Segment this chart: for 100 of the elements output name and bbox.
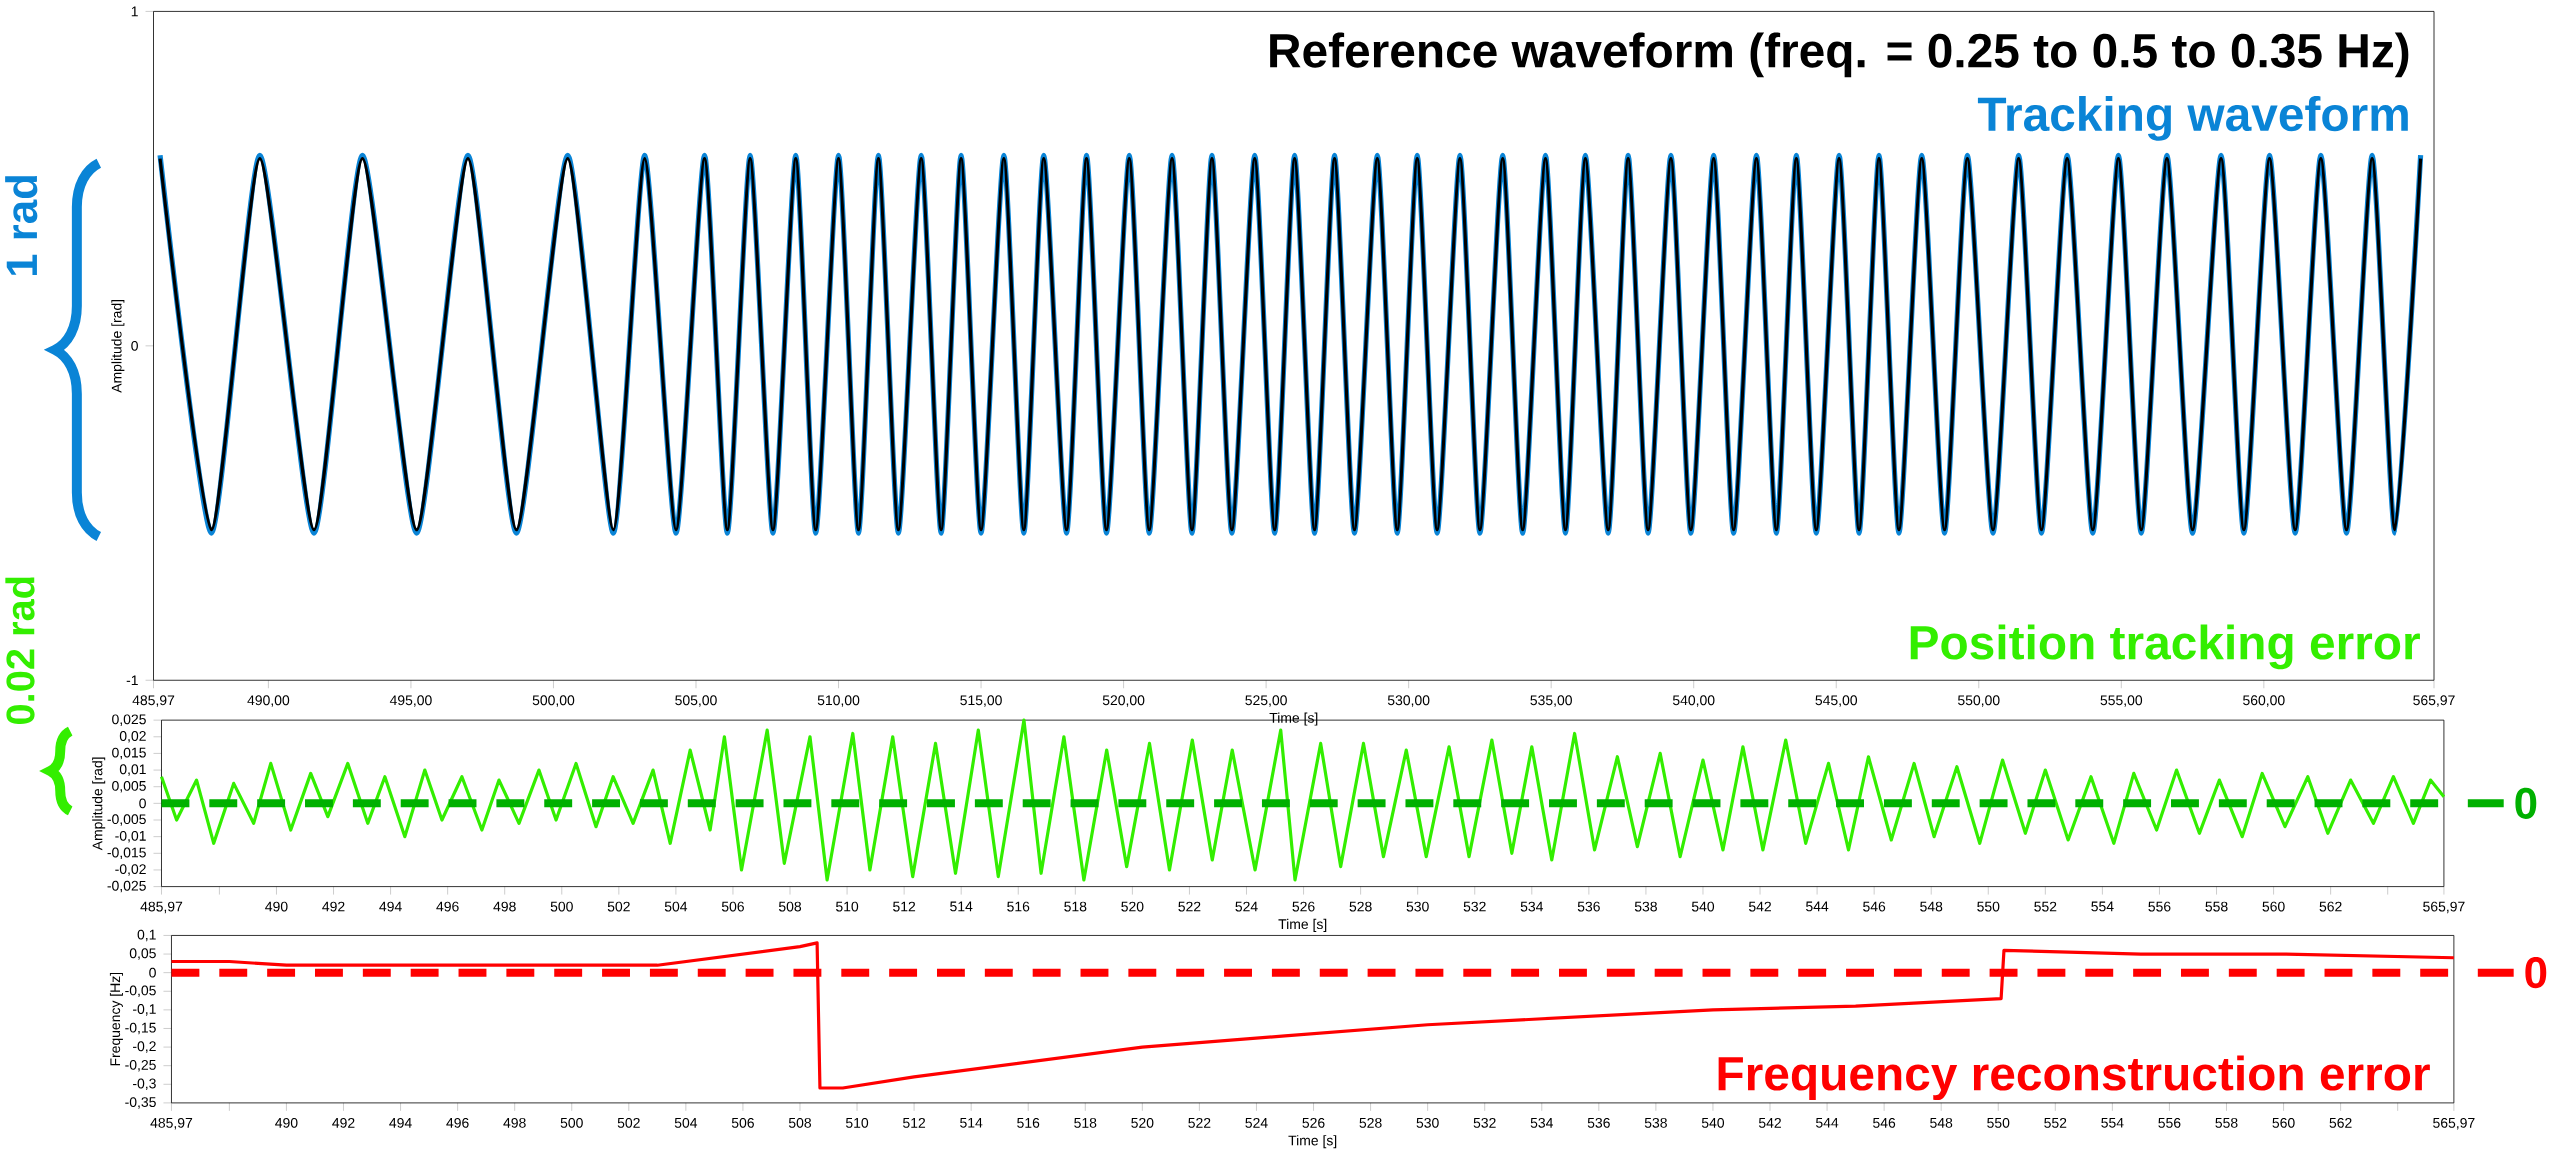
y-tick-label: 0,05 [129,948,156,960]
y-tick-label: -0,1 [133,1004,156,1016]
y-tick-label: -0,15 [125,1022,156,1035]
x-tick-label: 528 [1359,1118,1382,1128]
x-tick-label: 565,97 [2413,695,2455,707]
x-tick-label: 506 [731,1118,754,1128]
x-tick-label: 560 [2262,901,2285,912]
x-tick-label: 512 [893,901,916,912]
y-tick-label: -0,05 [125,985,156,998]
x-tick-label: 522 [1178,901,1201,912]
y-tick-label: 0,015 [112,747,146,760]
x-tick-label: 515,00 [960,695,1002,707]
text: 0.02 rad [5,577,35,725]
x-tick-label: 505,00 [675,695,717,707]
x-tick-label: 492 [322,901,345,912]
x-tick-label: 540,00 [1672,695,1715,707]
x-tick-label: 560,00 [2243,695,2285,707]
x-tick-label: 552 [2044,1118,2067,1128]
y-axis-title: Frequency [Hz] [109,972,123,1066]
y-tick-label: 0 [149,967,156,978]
x-tick-label: 558 [2215,1118,2238,1128]
x-tick-label: 538 [1634,901,1657,912]
x-tick-label: 525,00 [1245,695,1287,707]
x-tick-label: 552 [2034,901,2057,912]
x-tick-label: 540 [1701,1118,1725,1128]
x-tick-label: 535,00 [1530,695,1572,707]
y-tick-label: 0,01 [119,764,146,776]
y-tick-label: -0,25 [125,1060,156,1072]
x-tick-label: 506 [721,901,744,912]
x-tick-label: 494 [389,1118,412,1128]
x-tick-label: 554 [2101,1118,2124,1128]
y-tick-label: 0,005 [112,781,146,793]
x-tick-label: 490 [265,901,288,912]
x-tick-label: 485,97 [150,1118,193,1130]
x-tick-label: 514 [960,1118,983,1128]
x-tick-label: 524 [1235,901,1258,912]
y-tick-label: -0,35 [125,1097,156,1109]
y-tick-label: 0 [131,341,138,351]
y-tick-label: -1 [126,675,138,686]
x-tick-label: 556 [2148,901,2171,912]
x-tick-label: 534 [1520,901,1544,912]
x-tick-label: 490,00 [247,695,290,707]
x-tick-label: 548 [1920,901,1943,912]
x-tick-label: 500 [560,1118,583,1128]
x-tick-label: 540 [1691,901,1715,912]
x-tick-label: 522 [1188,1118,1211,1128]
x-tick-label: 504 [674,1118,698,1128]
x-tick-label: 518 [1074,1118,1097,1128]
series-label: Position tracking error [1910,624,2420,670]
x-tick-label: 544 [1806,901,1829,912]
x-tick-label: 546 [1873,1118,1896,1128]
x-tick-label: 514 [950,901,973,912]
x-tick-label: 510 [845,1118,869,1128]
x-tick-label: 536 [1577,901,1600,912]
y-tick-label: 1 [131,6,138,17]
series-label: Reference waveform (freq. = 0.25 to 0.5 to 0.35 Hz) [1270,32,2409,78]
x-tick-label: 542 [1748,901,1771,912]
x-tick-label: 516 [1017,1118,1040,1128]
x-tick-label: 508 [778,901,802,912]
x-tick-label: 544 [1815,1118,1839,1128]
x-tick-label: 530 [1416,1118,1439,1128]
y-tick-label: -0,02 [115,864,146,876]
x-tick-label: 502 [607,901,630,912]
x-tick-label: 565,97 [2423,901,2465,914]
x-tick-label: 504 [664,901,688,912]
x-tick-label: 498 [493,901,516,912]
x-tick-label: 562 [2329,1118,2352,1128]
x-axis-title: Time [s] [1288,1135,1337,1149]
x-tick-label: 496 [446,1118,469,1128]
x-tick-label: 550,00 [1957,695,2000,707]
x-tick-label: 512 [903,1118,926,1128]
x-tick-label: 494 [379,901,402,912]
y-axis-title: Amplitude [rad] [111,300,125,393]
x-tick-label: 510 [835,901,859,912]
x-tick-label: 528 [1349,901,1372,912]
x-tick-label: 556 [2158,1118,2181,1128]
x-tick-label: 500,00 [532,695,575,707]
x-tick-label: 508 [788,1118,812,1128]
x-tick-label: 520,00 [1102,695,1145,707]
x-tick-label: 532 [1463,901,1486,912]
x-tick-label: 524 [1245,1118,1268,1128]
x-tick-label: 485,97 [140,901,183,914]
x-tick-label: 496 [436,901,459,912]
x-tick-label: 554 [2091,901,2114,912]
x-tick-label: 490 [275,1118,298,1128]
x-tick-label: 555,00 [2100,695,2143,707]
x-tick-label: 532 [1473,1118,1496,1128]
x-axis-title: Time [s] [1269,712,1318,726]
text: 1 rad [5,176,38,276]
y-tick-label: -0,2 [133,1041,156,1053]
series-label: Tracking waveform [1977,96,2408,141]
y-tick-label: 0,025 [112,714,146,726]
x-tick-label: 558 [2205,901,2228,912]
x-tick-label: 516 [1007,901,1030,912]
series-label: Frequency reconstruction error [1718,1055,2430,1101]
x-tick-label: 565,97 [2433,1118,2475,1130]
x-tick-label: 545,00 [1815,695,1858,707]
ref-line-label: 0 [2515,787,2537,819]
y-tick-label: -0,015 [107,847,146,860]
ref-line-label: 0 [2525,957,2547,989]
